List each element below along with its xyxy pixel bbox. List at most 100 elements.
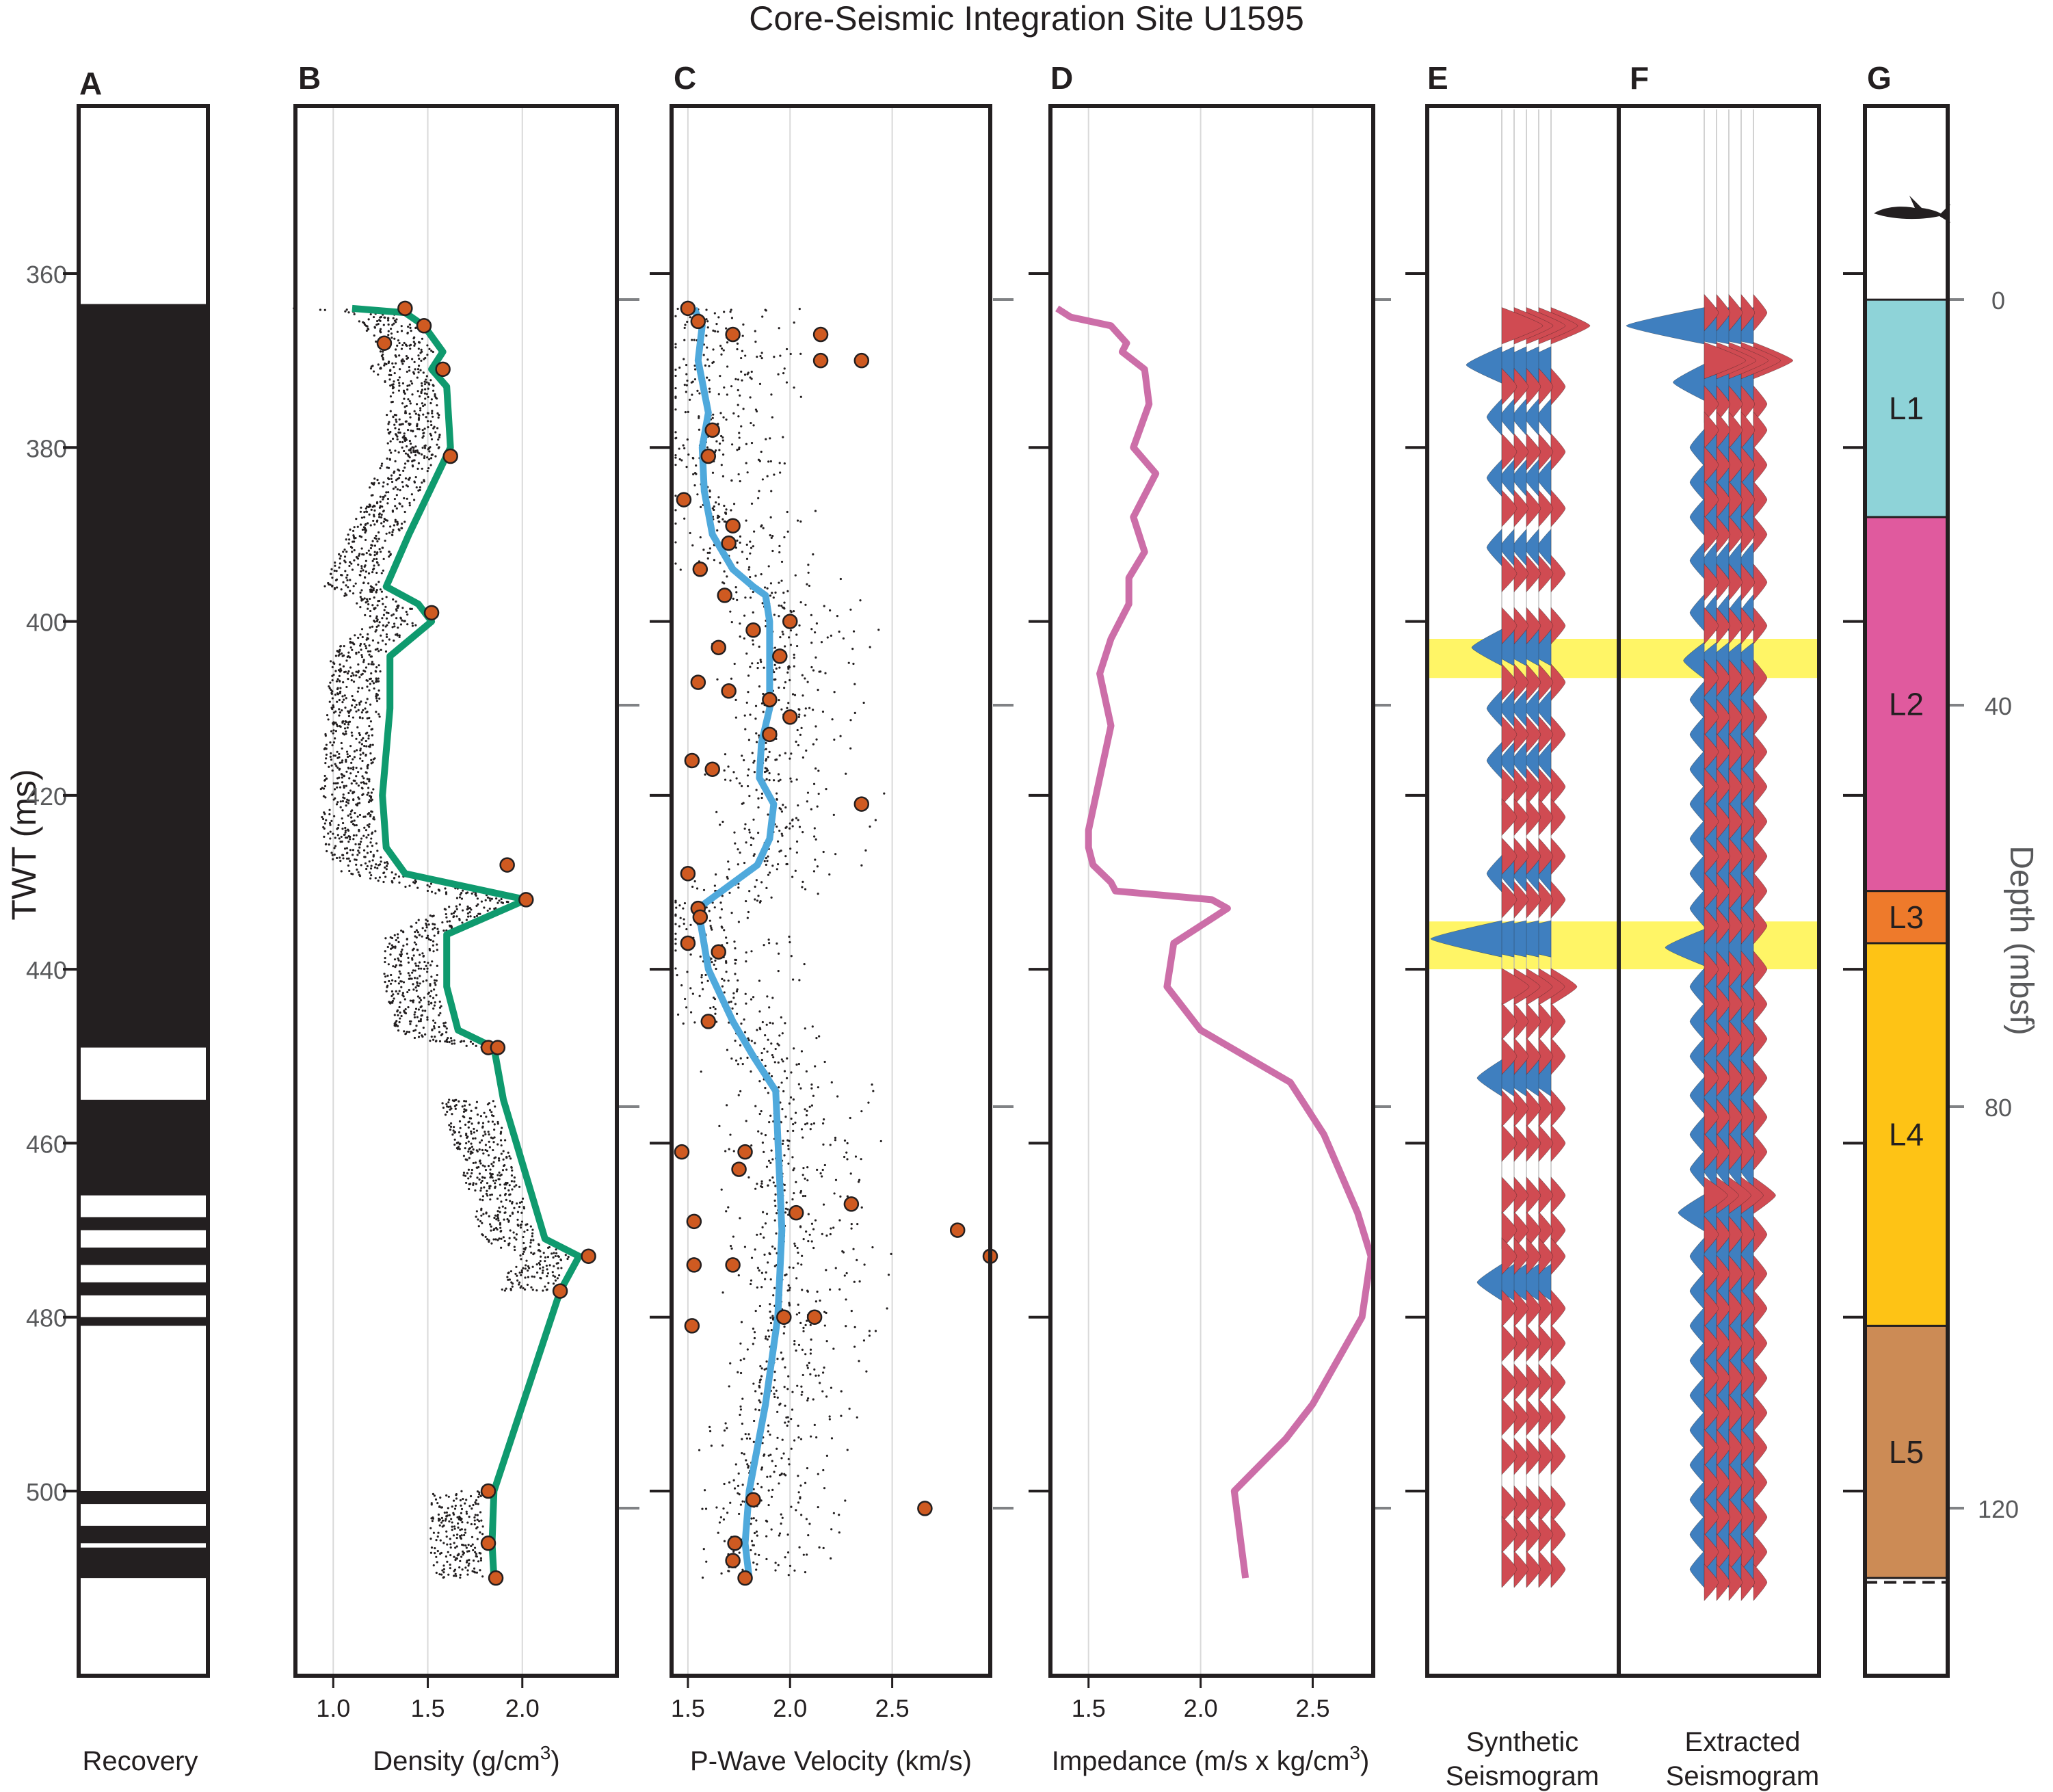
density-log-point [369, 746, 371, 748]
positive-wiggle [1740, 1020, 1756, 1058]
velocity-log-point [812, 553, 814, 556]
density-log-point [486, 1194, 489, 1197]
velocity-log-point [708, 391, 711, 393]
density-log-point [420, 359, 423, 362]
density-log-point [375, 666, 378, 669]
velocity-log-point [822, 1468, 825, 1472]
density-sample-point [376, 335, 393, 351]
density-log-point [367, 582, 370, 585]
velocity-log-point [710, 926, 713, 930]
velocity-log-point [765, 1023, 768, 1026]
velocity-log-point [874, 819, 877, 821]
density-log-point [538, 1262, 540, 1265]
velocity-log-point [759, 1028, 762, 1031]
positive-wiggle [1501, 798, 1518, 836]
density-log-point [494, 907, 497, 910]
density-log-point [336, 687, 339, 689]
velocity-log-point [797, 1083, 800, 1085]
density-log-point [451, 1529, 453, 1531]
velocity-log-point [858, 1360, 860, 1362]
velocity-log-point [771, 1460, 773, 1462]
velocity-log-point [796, 1246, 799, 1250]
density-log-point [379, 495, 382, 498]
negative-wiggle [1689, 1037, 1705, 1075]
positive-wiggle [1501, 1237, 1518, 1276]
density-log-point [447, 1101, 450, 1104]
density-log-point [483, 1111, 486, 1114]
density-log-point [348, 710, 351, 713]
velocity-log-point [741, 334, 744, 337]
density-log-point [379, 319, 382, 322]
velocity-log-point [746, 471, 749, 474]
density-log-point [325, 753, 328, 756]
density-log-point [555, 1262, 558, 1265]
positive-wiggle [1704, 872, 1719, 910]
density-log-point [390, 337, 393, 339]
density-log-point [424, 388, 427, 391]
density-log-point [469, 1183, 472, 1185]
velocity-log-point [755, 741, 758, 743]
density-log-point [361, 528, 364, 531]
velocity-log-point [793, 1439, 796, 1442]
density-log-point [462, 1174, 465, 1176]
velocity-log-point [764, 767, 767, 769]
density-log-point [518, 1201, 522, 1204]
positive-wiggle [1716, 802, 1731, 841]
velocity-log-point [752, 1328, 755, 1330]
velocity-log-point [797, 804, 799, 807]
velocity-log-point [765, 438, 767, 440]
density-log-point [336, 782, 339, 785]
velocity-log-point [793, 694, 797, 696]
velocity-log-point [760, 1271, 764, 1274]
density-log-point [420, 348, 423, 351]
positive-wiggle [1753, 985, 1768, 1023]
velocity-log-point [750, 1070, 752, 1073]
density-log-point [437, 1531, 440, 1534]
density-log-point [358, 716, 362, 719]
velocity-log-point [759, 1365, 762, 1368]
density-log-point [389, 553, 392, 557]
density-log-point [459, 1573, 462, 1577]
velocity-log-point [730, 1000, 732, 1003]
positive-wiggle [1753, 1533, 1768, 1571]
velocity-log-point [797, 1436, 800, 1439]
density-log-point [496, 1120, 499, 1124]
density-log-point [339, 663, 341, 666]
velocity-log-point [771, 549, 774, 553]
velocity-log-point [704, 973, 707, 977]
density-log-point [395, 990, 397, 992]
density-log-point [427, 1003, 430, 1005]
velocity-log-point [766, 475, 769, 477]
density-log-point [473, 1523, 476, 1526]
density-log-point [429, 964, 432, 966]
density-log-point [341, 747, 343, 750]
density-log-point [386, 483, 389, 486]
positive-wiggle [1704, 1463, 1719, 1501]
density-log-point [369, 743, 372, 746]
density-log-point [423, 380, 426, 383]
velocity-log-point [784, 1474, 787, 1477]
velocity-log-point [750, 1040, 753, 1042]
density-log-point [518, 1205, 521, 1209]
density-log-point [498, 1178, 501, 1181]
density-log-point [531, 1289, 534, 1291]
velocity-log-point [753, 759, 756, 762]
positive-wiggle [1501, 968, 1530, 1005]
density-log-point [484, 1176, 486, 1179]
velocity-log-point [766, 1050, 769, 1053]
velocity-log-point [749, 713, 752, 716]
positive-wiggle [1728, 1498, 1743, 1536]
density-log-point [527, 1265, 530, 1268]
velocity-log-point [752, 761, 755, 764]
density-log-point [482, 1152, 485, 1155]
positive-wiggle [1513, 1398, 1529, 1436]
density-log-point [362, 777, 365, 780]
velocity-log-point [810, 1087, 813, 1090]
density-log-point [399, 1001, 401, 1004]
density-log-point [384, 937, 387, 940]
density-log-point [352, 529, 355, 532]
velocity-log-point [713, 559, 716, 562]
density-log-point [376, 680, 380, 683]
velocity-log-point [823, 1118, 825, 1121]
velocity-log-point [814, 1065, 817, 1068]
